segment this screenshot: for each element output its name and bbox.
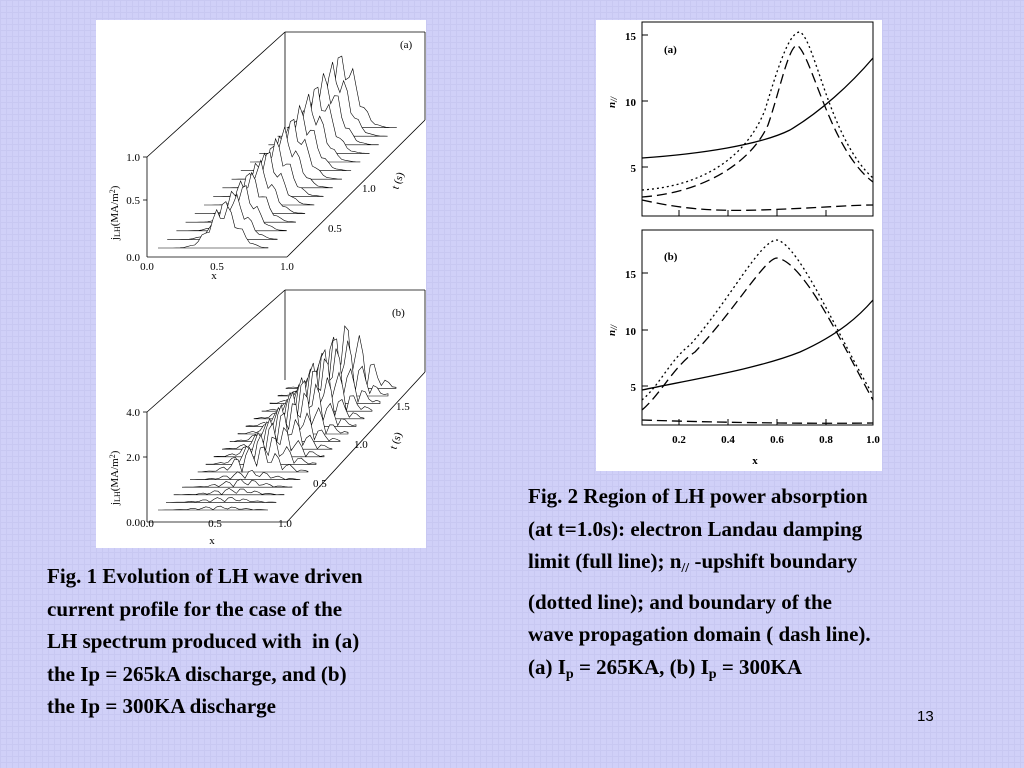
t-tick: 1.0 bbox=[362, 183, 376, 195]
surface-line bbox=[167, 193, 278, 240]
fig2b-frame bbox=[641, 229, 874, 426]
caption-run: (a) I bbox=[528, 654, 566, 679]
caption-line: limit (full line); n// -upshift boundary bbox=[528, 545, 871, 586]
t-tick: 0.5 bbox=[328, 223, 342, 235]
fig2-ticks bbox=[642, 34, 827, 425]
surface-line bbox=[158, 505, 269, 511]
z-label: jLH(MA/m2) bbox=[108, 185, 122, 241]
y-tick: 5 bbox=[631, 382, 637, 394]
z-tick: 0.0 bbox=[126, 517, 140, 529]
caption-run: (at t=1.0s): electron Landau damping bbox=[528, 516, 863, 541]
y-tick: 15 bbox=[625, 31, 637, 43]
caption-run: = 300KA bbox=[716, 654, 803, 679]
page-number: 13 bbox=[917, 708, 934, 725]
caption-line: (at t=1.0s): electron Landau damping bbox=[528, 513, 871, 546]
fig2b-curves bbox=[641, 239, 874, 424]
surface-line bbox=[189, 469, 301, 480]
fig1b-surface bbox=[158, 325, 397, 511]
z-tick: 4.0 bbox=[126, 407, 140, 419]
caption-line: current profile for the case of the bbox=[47, 596, 343, 621]
caption-line: (a) Ip = 265KA, (b) Ip = 300KA bbox=[528, 651, 871, 692]
caption-run: Fig. 2 Region of LH power absorption bbox=[528, 484, 868, 508]
x-tick: 0.4 bbox=[721, 434, 735, 446]
surface-line bbox=[173, 487, 285, 496]
y-tick: 5 bbox=[631, 163, 637, 175]
x-tick: 0.0 bbox=[140, 518, 154, 530]
t-tick: 1.5 bbox=[396, 401, 410, 413]
z-label: jLH(MA/m2) bbox=[108, 450, 122, 506]
panel-label: (a) bbox=[664, 44, 677, 56]
x-label: x bbox=[211, 270, 217, 282]
caption-run: = 265KA, (b) I bbox=[573, 654, 709, 679]
x-label: x bbox=[209, 535, 215, 547]
y-tick: 10 bbox=[625, 97, 637, 109]
t-label: t (s) bbox=[390, 170, 407, 191]
fig2-panel bbox=[596, 20, 882, 471]
caption-run: limit (full line); n bbox=[528, 549, 682, 573]
caption-run: wave propagation domain ( dash line). bbox=[528, 622, 871, 646]
subscript: p bbox=[565, 666, 574, 682]
x-tick: 0.5 bbox=[210, 261, 224, 273]
caption-line: the Ip = 300KA discharge bbox=[47, 694, 276, 718]
x-tick: 0.8 bbox=[819, 434, 833, 446]
caption-line: the Ip = 265kA discharge, and (b) bbox=[47, 661, 347, 686]
panel-label: (b) bbox=[392, 307, 405, 319]
fig2-text: (a) (b) 5 10 15 5 10 15 0.2 0.4 0.6 0.8 … bbox=[606, 31, 880, 467]
caption-fig1: Fig. 1 Evolution of LH wave driven curren… bbox=[47, 560, 363, 723]
fig1a-frame bbox=[143, 31, 426, 258]
panel-label: (b) bbox=[664, 251, 678, 263]
caption-line: (dotted line); and boundary of the bbox=[528, 586, 871, 619]
x-tick: 1.0 bbox=[280, 261, 294, 273]
x-tick: 0.5 bbox=[208, 518, 222, 530]
x-tick: 0.0 bbox=[140, 261, 154, 273]
z-tick: 1.0 bbox=[126, 152, 140, 164]
y-label: n// bbox=[606, 95, 619, 108]
fig2a-curves bbox=[641, 31, 874, 212]
caption-run: -upshift boundary bbox=[689, 549, 858, 573]
x-tick: 0.6 bbox=[770, 434, 784, 446]
surface-line bbox=[197, 446, 309, 474]
x-tick: 0.2 bbox=[672, 434, 686, 446]
panel-label: (a) bbox=[400, 39, 413, 51]
surface-line bbox=[158, 205, 269, 249]
t-tick: 1.0 bbox=[354, 439, 368, 451]
caption-line: Fig. 2 Region of LH power absorption bbox=[528, 480, 871, 513]
y-tick: 10 bbox=[625, 326, 637, 338]
subscript: // bbox=[681, 561, 690, 576]
z-tick: 0.0 bbox=[126, 252, 140, 264]
y-tick: 15 bbox=[625, 269, 637, 281]
caption-line: wave propagation domain ( dash line). bbox=[528, 618, 871, 651]
fig1a-surface bbox=[158, 55, 397, 249]
t-label: t (s) bbox=[388, 430, 405, 451]
x-label: x bbox=[752, 455, 758, 467]
caption-line: Fig. 1 Evolution of LH wave driven bbox=[47, 564, 363, 588]
surface-line bbox=[213, 422, 325, 458]
fig1b-frame bbox=[143, 289, 426, 523]
caption-run: (dotted line); and boundary of the bbox=[528, 589, 832, 614]
surface-line bbox=[166, 497, 277, 503]
subscript: p bbox=[708, 666, 717, 682]
fig2a-frame bbox=[641, 21, 874, 217]
x-tick: 1.0 bbox=[866, 434, 880, 446]
z-tick: 0.5 bbox=[126, 195, 140, 207]
caption-fig2: Fig. 2 Region of LH power absorption (at … bbox=[528, 480, 871, 691]
x-tick: 1.0 bbox=[278, 518, 292, 530]
y-label: n// bbox=[606, 323, 619, 336]
t-tick: 0.5 bbox=[313, 478, 327, 490]
z-tick: 2.0 bbox=[126, 452, 140, 464]
caption-line: LH spectrum produced with in (a) bbox=[47, 629, 360, 653]
surface-line bbox=[181, 478, 293, 488]
